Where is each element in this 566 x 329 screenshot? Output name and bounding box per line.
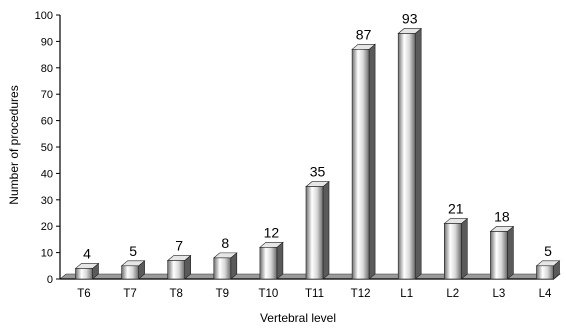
bar-front [75, 268, 93, 280]
y-tick-label: 80 [41, 63, 53, 75]
x-tick-label: L3 [493, 288, 506, 300]
x-tick-label: T8 [169, 288, 182, 300]
x-tick-label: T10 [258, 288, 278, 300]
y-tick-label: 0 [47, 274, 53, 286]
bar-t12: 87 [351, 26, 376, 280]
bar-l3: 18 [489, 208, 515, 280]
bar-t8: 7 [166, 238, 192, 280]
y-axis-title: Number of procedures [7, 85, 21, 204]
data-label-l1: 93 [402, 10, 418, 26]
x-tick-label: T9 [216, 288, 229, 300]
bar-front [167, 260, 185, 280]
bar-l2: 21 [443, 201, 469, 280]
x-tick-label: T12 [351, 288, 371, 300]
bars: 4 5 7 8 12 35 87 93 21 18 5 [74, 10, 561, 280]
x-tick-label: L2 [446, 288, 459, 300]
data-label-t7: 5 [129, 243, 137, 259]
y-tick-label: 20 [41, 221, 53, 233]
y-tick-label: 40 [41, 168, 53, 180]
data-label-t6: 4 [83, 245, 91, 261]
bar-front [121, 265, 139, 280]
x-tick-label: T7 [123, 288, 136, 300]
bar-front [351, 49, 370, 280]
bar-t11: 35 [305, 164, 330, 280]
x-tick-label: L4 [539, 288, 552, 300]
y-tick-label: 10 [41, 248, 53, 260]
bar-side [276, 241, 284, 280]
y-tick-label: 90 [41, 36, 53, 48]
y-tick-label: 60 [41, 116, 53, 128]
bar-t10: 12 [259, 224, 284, 280]
y-tick-label: 70 [41, 89, 53, 101]
data-label-t8: 7 [175, 238, 183, 254]
bar-side [460, 217, 468, 280]
bar-front [490, 231, 508, 280]
bar-front [536, 265, 554, 280]
data-label-t12: 87 [356, 26, 372, 42]
y-tick-label: 30 [41, 195, 53, 207]
bar-side [368, 43, 376, 280]
bar-side [322, 180, 330, 280]
data-label-l4: 5 [544, 243, 552, 259]
bar-side [507, 225, 514, 280]
bar-side [414, 27, 422, 280]
x-tick-labels: T6 T7 T8 T9 T10 T11 T12 L1 L2 L3 L4 [77, 288, 552, 300]
bar-t7: 5 [120, 243, 146, 280]
bar-front [213, 257, 232, 280]
bar-front [305, 186, 324, 280]
y-tick-label: 50 [41, 142, 53, 154]
data-label-l2: 21 [448, 201, 464, 217]
x-tick-label: T6 [77, 288, 90, 300]
x-tick-label: T11 [305, 288, 324, 300]
data-label-l3: 18 [494, 208, 510, 224]
bar-front [259, 247, 278, 280]
data-label-t9: 8 [221, 235, 229, 251]
bar-t6: 4 [74, 245, 100, 280]
bar-front [443, 223, 462, 280]
bar-l1: 93 [397, 10, 423, 280]
data-label-t11: 35 [310, 164, 326, 180]
data-label-t10: 12 [264, 224, 280, 240]
bar-l4: 5 [535, 243, 561, 280]
x-axis-title: Vertebral level [260, 311, 336, 325]
bar-t9: 8 [212, 235, 238, 280]
y-tick-labels: 0 10 20 30 40 50 60 70 80 90 100 [35, 10, 53, 286]
x-tick-label: L1 [400, 288, 413, 300]
bar-front [397, 33, 416, 280]
y-tick-label: 100 [35, 10, 53, 22]
